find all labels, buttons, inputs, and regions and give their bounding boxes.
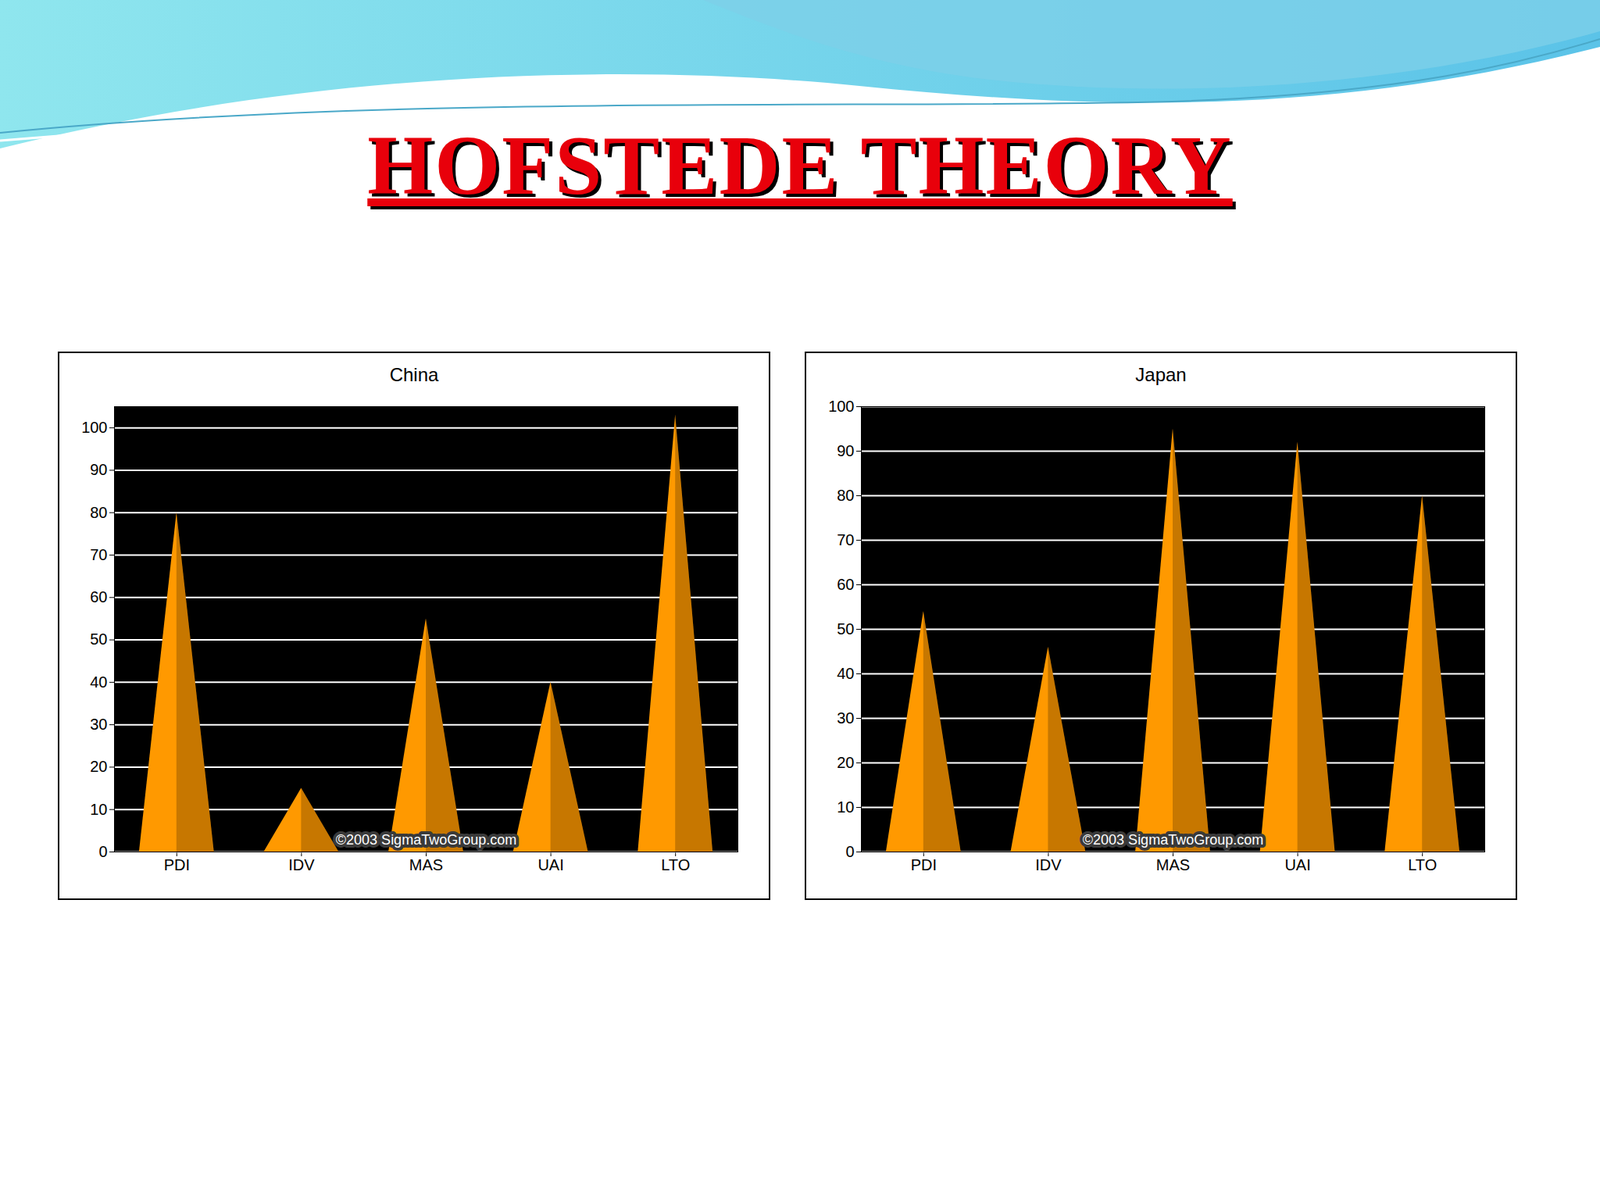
svg-text:50: 50 [89, 630, 108, 648]
svg-text:10: 10 [89, 800, 108, 818]
html-text:China: China [389, 364, 439, 386]
svg-text:60: 60 [836, 575, 854, 593]
svg-text:70: 70 [89, 546, 108, 564]
svg-text:40: 40 [89, 673, 108, 691]
svg-text:UAI: UAI [1284, 856, 1311, 874]
svg-text:80: 80 [836, 486, 854, 504]
html-text:HOFSTEDE THEORY: HOFSTEDE THEORY [367, 118, 1233, 212]
svg-text:70: 70 [836, 531, 854, 549]
svg-text:PDI: PDI [164, 856, 190, 874]
svg-text:IDV: IDV [288, 856, 315, 874]
svg-text:LTO: LTO [1407, 856, 1437, 874]
html-text:Japan: Japan [1135, 364, 1187, 386]
svg-text:80: 80 [89, 503, 108, 522]
svg-text:10: 10 [836, 798, 854, 816]
svg-text:40: 40 [836, 664, 854, 683]
svg-text:IDV: IDV [1035, 856, 1062, 874]
svg-text:UAI: UAI [537, 856, 564, 874]
svg-text:MAS: MAS [409, 856, 443, 874]
svg-text:20: 20 [836, 753, 854, 772]
svg-text:MAS: MAS [1156, 856, 1190, 874]
svg-text:PDI: PDI [910, 856, 937, 874]
svg-text:©2003 SigmaTwoGroup.com: ©2003 SigmaTwoGroup.com [335, 832, 517, 848]
svg-text:0: 0 [98, 842, 108, 861]
svg-text:50: 50 [836, 620, 854, 638]
svg-text:20: 20 [89, 757, 108, 775]
svg-text:60: 60 [89, 588, 108, 606]
svg-text:90: 90 [836, 442, 854, 460]
svg-text:30: 30 [836, 709, 854, 727]
svg-text:100: 100 [81, 418, 108, 436]
svg-text:100: 100 [828, 397, 854, 415]
svg-text:30: 30 [89, 715, 108, 733]
svg-text:LTO: LTO [660, 856, 690, 874]
svg-text:0: 0 [845, 842, 854, 861]
svg-text:90: 90 [89, 460, 108, 479]
svg-text:©2003 SigmaTwoGroup.com: ©2003 SigmaTwoGroup.com [1082, 832, 1264, 848]
